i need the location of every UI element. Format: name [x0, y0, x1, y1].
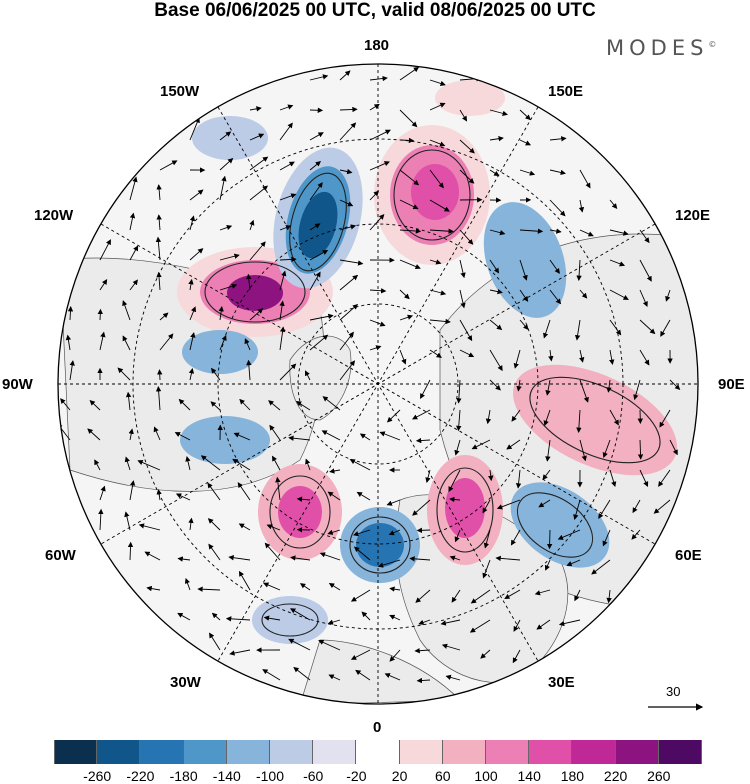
colorbar-cell: [140, 740, 183, 764]
colorbar-tick-label: -220: [120, 768, 160, 784]
colorbar-cell: [184, 740, 227, 764]
anomaly-pos-160e-core: [411, 164, 459, 220]
lon-label-180: 180: [364, 38, 389, 54]
wind-arrow: [100, 310, 101, 320]
colorbar-cell: [529, 740, 572, 764]
anomaly-neg-140w: [192, 116, 268, 160]
colorbar-tick-label: -180: [164, 768, 204, 784]
lon-label-60w: 60W: [45, 548, 76, 564]
colorbar-cell: [54, 740, 97, 764]
lon-label-150e: 150E: [548, 84, 583, 100]
colorbar-cell: [572, 740, 615, 764]
colorbar-tick-label: 20: [380, 768, 420, 784]
colorbar-tick-label: -60: [293, 768, 333, 784]
colorbar-cell: [97, 740, 140, 764]
lon-label-30w: 30W: [170, 675, 201, 691]
lon-label-120e: 120E: [675, 208, 710, 224]
colorbar-cell: [616, 740, 659, 764]
colorbar-tick-label: -20: [336, 768, 376, 784]
colorbar-tick-label: 260: [639, 768, 679, 784]
colorbar-tick-label: 100: [466, 768, 506, 784]
lon-label-30e: 30E: [548, 675, 575, 691]
wind-arrow: [418, 530, 431, 531]
colorbar-cell: [313, 740, 356, 764]
colorbar-tick-label: 180: [552, 768, 592, 784]
reference-vector-label: 30: [666, 684, 680, 699]
colorbar-cell: [270, 740, 313, 764]
colorbar-tick-label: -140: [207, 768, 247, 784]
colorbar-cell: [400, 740, 443, 764]
anomaly-neg-80w: [180, 416, 270, 464]
colorbar-cell: [659, 740, 702, 764]
wind-arrow: [550, 530, 551, 548]
colorbar-cell: [356, 740, 399, 764]
lon-label-0: 0: [373, 720, 381, 736]
colorbar-cell: [227, 740, 270, 764]
anomaly-pos-130w-core: [227, 275, 283, 311]
colorbar-tick-label: 60: [423, 768, 463, 784]
wind-arrow: [160, 370, 161, 380]
colorbar-cell: [443, 740, 486, 764]
colorbar-cell: [486, 740, 529, 764]
anomaly-neg-30w: [252, 596, 328, 644]
colorbar-tick-label: 140: [509, 768, 549, 784]
colorbar-tick-label: -260: [77, 768, 117, 784]
lon-label-90e: 90E: [718, 377, 745, 393]
lon-label-60e: 60E: [675, 548, 702, 564]
colorbar-tick-label: 220: [596, 768, 636, 784]
colorbar-tick-label: -100: [250, 768, 290, 784]
lon-label-150w: 150W: [160, 84, 199, 100]
lon-label-90w: 90W: [2, 377, 33, 393]
map-disc: [50, 60, 710, 710]
anomaly-neg-0-core: [356, 523, 404, 567]
lon-label-120w: 120W: [34, 208, 73, 224]
